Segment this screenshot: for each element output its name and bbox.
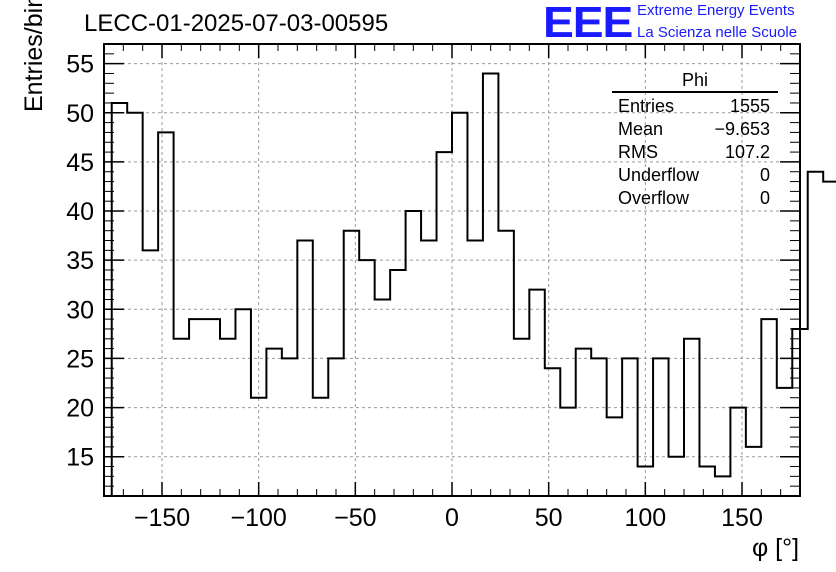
histogram-bin bbox=[699, 467, 714, 496]
histogram-bin bbox=[328, 358, 343, 496]
x-tick-label: 50 bbox=[535, 504, 563, 532]
histogram-bin bbox=[406, 211, 421, 496]
stats-box: Phi Entries 1555 Mean −9.653 RMS 107.2 U… bbox=[612, 70, 778, 210]
histogram-bin bbox=[127, 113, 142, 496]
x-tick-label: −150 bbox=[134, 504, 190, 532]
histogram-bin bbox=[823, 182, 836, 496]
histogram-bin bbox=[421, 241, 436, 496]
histogram-bin bbox=[282, 358, 297, 496]
histogram-bin bbox=[746, 447, 761, 496]
histogram-bin bbox=[483, 73, 498, 496]
stats-row-overflow: Overflow 0 bbox=[612, 187, 778, 210]
histogram-bin bbox=[174, 339, 189, 496]
x-tick-label: 100 bbox=[624, 504, 666, 532]
histogram-bin bbox=[684, 339, 699, 496]
stats-divider bbox=[612, 91, 778, 93]
stats-title: Phi bbox=[681, 70, 708, 90]
tick-labels: −150 −100 −50 0 50 100 150 15 20 25 30 35 40 45 50 55 bbox=[66, 51, 763, 532]
y-axis-label: Entries/bin bbox=[20, 0, 48, 112]
histogram-bin bbox=[359, 260, 374, 496]
histogram-bin bbox=[467, 241, 482, 496]
histogram-bin bbox=[545, 368, 560, 496]
stats-row-entries: Entries 1555 bbox=[612, 95, 778, 118]
histogram-bin bbox=[514, 339, 529, 496]
histogram-bin bbox=[622, 358, 637, 496]
stats-label: RMS bbox=[618, 142, 658, 162]
axis-ticks bbox=[103, 43, 801, 497]
histogram-bin bbox=[591, 358, 606, 496]
histogram-bin bbox=[529, 290, 544, 496]
histogram-bin bbox=[297, 241, 312, 496]
histogram-bin bbox=[452, 113, 467, 496]
histogram-bin bbox=[251, 398, 266, 496]
histogram-outline bbox=[110, 72, 836, 496]
histogram-bin bbox=[607, 417, 622, 496]
x-tick-label: 0 bbox=[445, 504, 459, 532]
stats-value: 0 bbox=[759, 188, 770, 208]
stats-label: Entries bbox=[618, 96, 675, 116]
histogram-bin bbox=[730, 408, 745, 496]
histogram-bin bbox=[205, 319, 220, 496]
histogram-bin bbox=[143, 250, 158, 496]
histogram-bin bbox=[576, 349, 591, 496]
y-tick-label: 45 bbox=[66, 149, 94, 177]
stats-label: Underflow bbox=[618, 165, 700, 185]
histogram-bin bbox=[808, 172, 823, 496]
histogram-bin bbox=[189, 319, 204, 496]
stats-value: 1555 bbox=[729, 96, 770, 116]
y-tick-label: 40 bbox=[66, 198, 94, 226]
x-axis-label: φ [°] bbox=[752, 534, 800, 562]
logo-line-2: La Scienza nelle Scuole bbox=[637, 24, 798, 41]
logo-line-1: Extreme Energy Events bbox=[637, 2, 795, 19]
histogram-bin bbox=[498, 231, 513, 496]
histogram-bin bbox=[653, 358, 668, 496]
y-tick-label: 25 bbox=[66, 345, 94, 373]
y-tick-label: 15 bbox=[66, 444, 94, 472]
x-tick-label: −50 bbox=[334, 504, 376, 532]
histogram-bin bbox=[235, 309, 250, 496]
histogram-bin bbox=[761, 319, 776, 496]
y-tick-label: 35 bbox=[66, 247, 94, 275]
histogram-bin bbox=[344, 231, 359, 496]
histogram-bin bbox=[437, 152, 452, 496]
chart-title: LECC-01-2025-07-03-00595 bbox=[84, 10, 389, 37]
histogram-bin bbox=[560, 408, 575, 496]
stats-label: Mean bbox=[618, 119, 664, 139]
stats-row-rms: RMS 107.2 bbox=[612, 141, 778, 164]
stats-value: 0 bbox=[759, 165, 770, 185]
y-tick-label: 55 bbox=[66, 51, 94, 79]
x-tick-label: 150 bbox=[721, 504, 763, 532]
histogram-bin bbox=[158, 132, 173, 496]
y-tick-label: 30 bbox=[66, 296, 94, 324]
y-tick-label: 20 bbox=[66, 395, 94, 423]
stats-row-mean: Mean −9.653 bbox=[612, 118, 778, 141]
x-tick-label: −100 bbox=[231, 504, 287, 532]
histogram-bin bbox=[777, 388, 792, 496]
eee-logo: EEE bbox=[543, 0, 633, 47]
histogram-bin bbox=[390, 270, 405, 496]
stats-row-underflow: Underflow 0 bbox=[612, 164, 778, 187]
histogram-bin bbox=[266, 349, 281, 496]
stats-value: 107.2 bbox=[724, 142, 770, 162]
histogram-bin bbox=[220, 339, 235, 496]
histogram-bin bbox=[375, 299, 390, 496]
stats-value: −9.653 bbox=[714, 119, 770, 139]
stats-label: Overflow bbox=[618, 188, 690, 208]
y-tick-label: 50 bbox=[66, 100, 94, 128]
histogram-bin bbox=[669, 457, 684, 496]
histogram-bin bbox=[313, 398, 328, 496]
